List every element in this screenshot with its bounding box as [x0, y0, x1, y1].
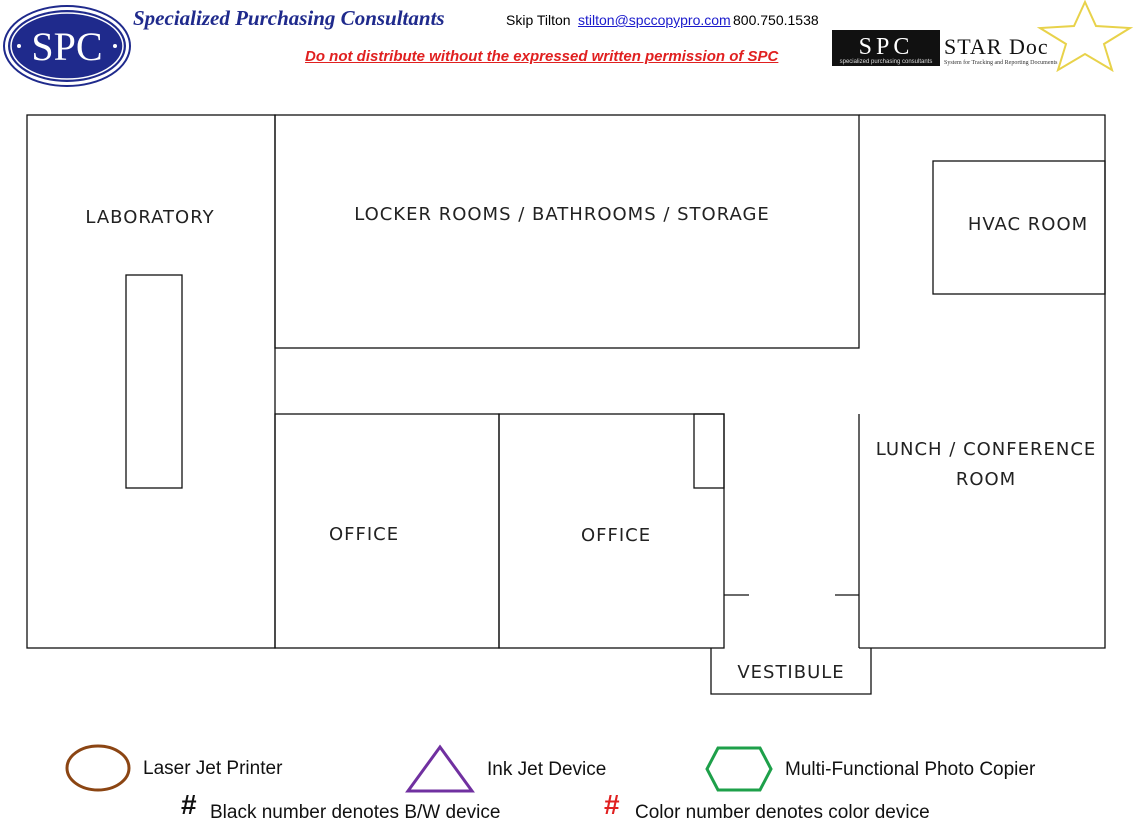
locker-rooms-area [274, 114, 860, 349]
vestibule-room [710, 648, 872, 695]
lunch-room-label-line1: LUNCH / CONFERENCE [876, 439, 1097, 460]
laboratory-room [26, 114, 276, 649]
contact-email-link[interactable]: stilton@spccopypro.com [578, 12, 731, 28]
ink-jet-legend-label: Ink Jet Device [487, 759, 607, 780]
office-1-label: OFFICE [329, 524, 399, 545]
color-device-note: Color number denotes color device [635, 802, 930, 823]
contact-name: Skip Tilton [506, 12, 571, 28]
laboratory-label: LABORATORY [85, 207, 214, 228]
laser-jet-legend-icon [65, 744, 131, 792]
stardoc-tagline: System for Tracking and Reporting Docume… [944, 59, 1058, 66]
locker-rooms-label: LOCKER ROOMS / BATHROOMS / STORAGE [354, 204, 770, 225]
spc-logo: SPC [3, 5, 131, 87]
mfp-legend-icon [705, 746, 773, 792]
lunch-room-label-line2: ROOM [956, 469, 1016, 490]
stardoc-brand: SPC [859, 34, 914, 60]
legend-icons [65, 744, 773, 793]
spc-logo-text: SPC [31, 24, 102, 69]
distribution-warning: Do not distribute without the expressed … [305, 48, 779, 65]
company-name: Specialized Purchasing Consultants [133, 6, 445, 30]
bw-device-note: Black number denotes B/W device [210, 802, 501, 823]
vestibule-label: VESTIBULE [737, 662, 844, 683]
office-2-closet [693, 413, 725, 489]
laser-jet-legend-label: Laser Jet Printer [143, 758, 283, 779]
office-2-label: OFFICE [581, 525, 651, 546]
lab-bench [125, 274, 183, 489]
stardoc-product: STAR Doc [944, 34, 1049, 59]
office-2-room [498, 413, 725, 649]
contact-phone: 800.750.1538 [733, 12, 819, 28]
hvac-room [932, 160, 1106, 295]
black-hash-symbol: # [181, 789, 197, 820]
ink-jet-legend-icon [405, 744, 475, 793]
color-hash-symbol: # [604, 789, 620, 820]
stardoc-brand-sub: specialized purchasing consultants [840, 59, 933, 65]
star-icon [1036, 0, 1134, 72]
floor-plan: LABORATORY LOCKER ROOMS / BATHROOMS / ST… [26, 114, 1106, 695]
hvac-room-label: HVAC ROOM [968, 214, 1088, 235]
stardoc-logo: SPC specialized purchasing consultants S… [832, 0, 1134, 72]
east-wall-upper [859, 114, 1106, 649]
mfp-legend-label: Multi-Functional Photo Copier [785, 759, 1036, 780]
